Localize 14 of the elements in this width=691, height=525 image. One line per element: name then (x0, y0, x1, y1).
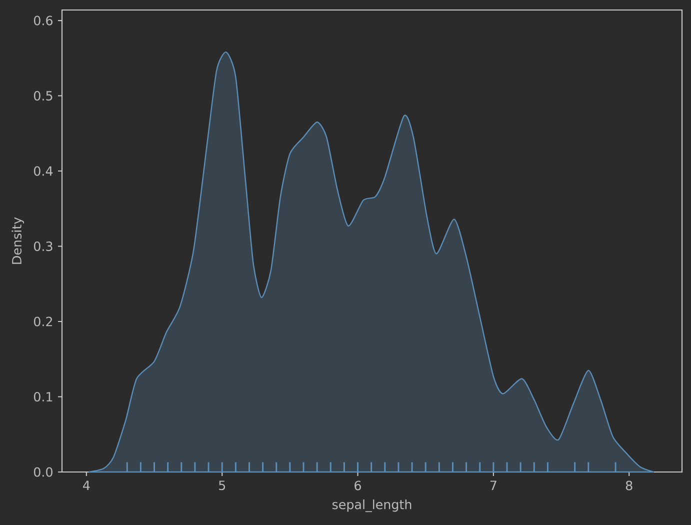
x-axis-title: sepal_length (332, 499, 412, 512)
y-tick-label: 0.1 (34, 392, 52, 402)
x-tick-label: 4 (83, 480, 90, 490)
y-tick-label: 0.3 (34, 241, 52, 252)
y-tick-label: 0.5 (34, 90, 52, 101)
y-tick-label: 0.4 (34, 166, 53, 176)
y-tick-label: 0.0 (34, 467, 52, 477)
y-tick-label: 0.2 (34, 316, 52, 326)
x-tick-label: 8 (626, 480, 632, 490)
x-tick-label: 7 (490, 480, 496, 490)
x-tick-label: 5 (219, 480, 226, 490)
y-tick-label: 0.6 (34, 16, 52, 26)
y-axis-title: Density (12, 217, 24, 264)
x-tick-label: 6 (354, 480, 361, 490)
